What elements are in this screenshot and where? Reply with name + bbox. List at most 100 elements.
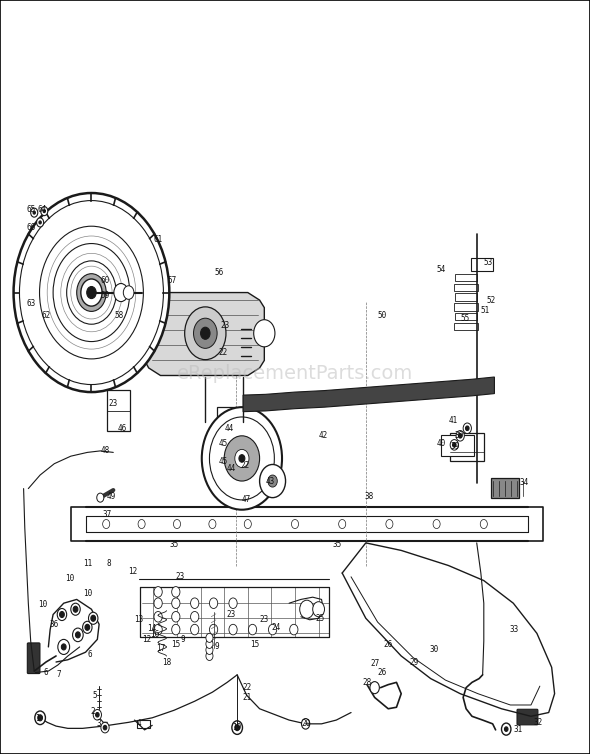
Ellipse shape — [268, 475, 277, 487]
Ellipse shape — [229, 598, 237, 608]
Ellipse shape — [88, 612, 98, 624]
Text: 32: 32 — [533, 718, 543, 727]
Ellipse shape — [85, 624, 90, 630]
Ellipse shape — [453, 443, 456, 447]
Text: 28: 28 — [362, 678, 372, 687]
Ellipse shape — [19, 201, 163, 385]
Ellipse shape — [209, 624, 218, 635]
Ellipse shape — [206, 651, 213, 661]
Text: 25: 25 — [315, 614, 324, 623]
Ellipse shape — [209, 520, 216, 529]
Text: 22: 22 — [218, 348, 228, 357]
Ellipse shape — [229, 624, 237, 635]
Ellipse shape — [209, 598, 218, 608]
Ellipse shape — [456, 431, 464, 441]
Ellipse shape — [73, 606, 78, 612]
Text: 47: 47 — [242, 495, 251, 504]
Text: 9: 9 — [215, 642, 219, 651]
Ellipse shape — [268, 624, 277, 635]
Ellipse shape — [87, 287, 96, 299]
FancyBboxPatch shape — [107, 390, 130, 431]
Text: 44: 44 — [227, 464, 236, 474]
Ellipse shape — [53, 244, 130, 342]
Ellipse shape — [37, 218, 44, 227]
Text: 14: 14 — [148, 624, 157, 633]
Ellipse shape — [123, 286, 134, 299]
FancyBboxPatch shape — [517, 710, 538, 725]
Ellipse shape — [504, 727, 508, 731]
FancyBboxPatch shape — [137, 720, 150, 728]
Ellipse shape — [38, 715, 42, 721]
FancyBboxPatch shape — [454, 323, 478, 330]
Text: 59: 59 — [100, 291, 110, 300]
Ellipse shape — [33, 211, 35, 214]
Text: 50: 50 — [378, 311, 387, 320]
Text: 33: 33 — [510, 625, 519, 634]
Ellipse shape — [191, 611, 199, 622]
Ellipse shape — [433, 520, 440, 529]
Ellipse shape — [67, 261, 116, 324]
Ellipse shape — [235, 449, 249, 467]
FancyBboxPatch shape — [455, 293, 477, 301]
Ellipse shape — [76, 632, 80, 638]
Ellipse shape — [97, 493, 104, 502]
Text: 42: 42 — [319, 431, 328, 440]
Polygon shape — [243, 377, 494, 412]
Ellipse shape — [61, 644, 66, 650]
FancyBboxPatch shape — [441, 435, 474, 456]
Ellipse shape — [73, 628, 83, 642]
Text: 12: 12 — [142, 635, 151, 644]
Ellipse shape — [185, 307, 226, 360]
Text: 5: 5 — [92, 691, 97, 700]
Ellipse shape — [232, 721, 242, 734]
FancyBboxPatch shape — [454, 303, 478, 311]
Ellipse shape — [172, 611, 180, 622]
Text: 15: 15 — [250, 640, 260, 649]
Text: 23: 23 — [221, 321, 230, 330]
Text: 15: 15 — [171, 640, 181, 649]
Text: 3: 3 — [97, 719, 101, 728]
Ellipse shape — [260, 464, 286, 498]
Ellipse shape — [154, 587, 162, 597]
Text: 26: 26 — [378, 668, 387, 677]
Text: 18: 18 — [162, 657, 171, 667]
Text: 55: 55 — [460, 314, 470, 323]
Text: 20: 20 — [301, 719, 310, 728]
Ellipse shape — [206, 633, 213, 642]
Text: 9: 9 — [181, 635, 185, 644]
Ellipse shape — [191, 598, 199, 608]
Ellipse shape — [173, 520, 181, 529]
Ellipse shape — [154, 611, 162, 622]
FancyBboxPatch shape — [455, 274, 477, 281]
Text: 39: 39 — [451, 442, 460, 451]
Text: 46: 46 — [118, 424, 127, 433]
Ellipse shape — [480, 520, 487, 529]
Text: 62: 62 — [41, 311, 51, 320]
FancyBboxPatch shape — [471, 258, 493, 271]
Ellipse shape — [206, 639, 213, 648]
Ellipse shape — [96, 713, 99, 717]
Text: 35: 35 — [169, 540, 179, 549]
Text: 60: 60 — [100, 276, 110, 285]
Ellipse shape — [244, 520, 251, 529]
Ellipse shape — [502, 723, 511, 735]
Ellipse shape — [101, 722, 109, 733]
Text: 29: 29 — [409, 657, 419, 667]
FancyBboxPatch shape — [27, 643, 40, 673]
Text: 35: 35 — [333, 540, 342, 549]
Text: 21: 21 — [242, 693, 251, 702]
Ellipse shape — [83, 621, 92, 633]
Text: 24: 24 — [271, 623, 281, 632]
Text: 58: 58 — [114, 311, 124, 320]
Text: 19: 19 — [232, 723, 242, 732]
Ellipse shape — [191, 624, 199, 635]
Text: 57: 57 — [168, 276, 177, 285]
Ellipse shape — [93, 710, 101, 720]
Text: 53: 53 — [484, 258, 493, 267]
Text: 37: 37 — [103, 510, 112, 519]
Text: 63: 63 — [26, 299, 35, 308]
Ellipse shape — [81, 279, 102, 306]
Ellipse shape — [58, 639, 70, 654]
Ellipse shape — [41, 207, 48, 216]
FancyBboxPatch shape — [217, 407, 236, 439]
